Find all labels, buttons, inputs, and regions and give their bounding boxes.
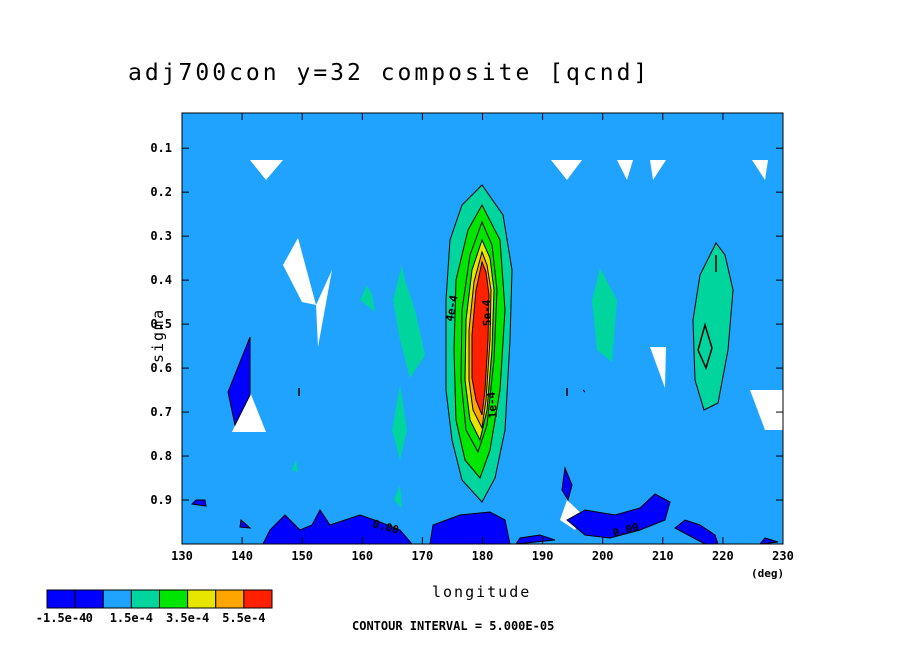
missing-region xyxy=(250,160,283,180)
y-tick-label: 0.8 xyxy=(150,449,172,463)
y-tick-label: 0.5 xyxy=(150,317,172,331)
y-tick-label: 0.3 xyxy=(150,229,172,243)
colorbar-swatch xyxy=(46,589,76,609)
contour-patch xyxy=(393,265,425,378)
contour-line xyxy=(697,322,713,371)
contour-patch xyxy=(759,537,779,544)
contour-label: 5e-4 xyxy=(480,299,494,326)
colorbar-label: 0 xyxy=(86,611,93,625)
y-tick-label: 0.4 xyxy=(150,273,172,287)
missing-region xyxy=(283,238,316,305)
missing-region xyxy=(617,160,633,180)
contour-interval-label: CONTOUR INTERVAL = 5.000E-05 xyxy=(352,619,554,633)
contour-label: 1e-4 xyxy=(485,391,500,419)
contour-patch xyxy=(394,485,402,508)
x-tick-label: 210 xyxy=(652,549,674,563)
colorbar-label: 1.5e-4 xyxy=(110,611,153,625)
contour-line xyxy=(460,220,498,454)
contour-patch xyxy=(692,242,734,411)
missing-region xyxy=(750,390,783,430)
contour-patch xyxy=(190,499,207,507)
x-tick-label: 170 xyxy=(412,549,434,563)
y-tick-label: 0.9 xyxy=(150,493,172,507)
y-axis-title: sigma xyxy=(149,308,167,363)
contour-patch xyxy=(262,509,413,544)
x-tick-label: 220 xyxy=(712,549,734,563)
x-tick-label: 200 xyxy=(592,549,614,563)
contour-patch xyxy=(592,268,617,362)
colorbar-label: -1.5e-4 xyxy=(36,611,87,625)
missing-region xyxy=(232,392,266,432)
contour-line xyxy=(582,389,586,393)
x-axis-title: longitude xyxy=(432,583,531,601)
contour-patch xyxy=(392,385,407,460)
contour-label: 4e-4 xyxy=(443,294,460,323)
missing-region xyxy=(551,160,582,180)
colorbar-swatch xyxy=(130,589,160,609)
x-tick-label: 180 xyxy=(472,549,494,563)
missing-region xyxy=(752,160,768,180)
x-tick-label: 160 xyxy=(351,549,373,563)
y-tick-label: 0.6 xyxy=(150,361,172,375)
contour-patch xyxy=(239,519,252,529)
x-tick-label: 130 xyxy=(171,549,193,563)
colorbar-swatch xyxy=(74,589,104,609)
y-axis: 0.1 0.2 0.3 0.4 0.5 0.6 0.7 0.8 0.9 xyxy=(150,141,783,507)
contour-patch xyxy=(674,519,719,544)
y-tick-label: 0.1 xyxy=(150,141,172,155)
colorbar-swatch xyxy=(159,589,189,609)
contour-patch xyxy=(292,460,298,472)
contour-patch xyxy=(429,511,511,544)
colorbar-labels: -1.5e-4 0 1.5e-4 3.5e-4 5.5e-4 xyxy=(36,611,266,625)
contour-patch xyxy=(227,336,251,427)
colorbar-swatch xyxy=(102,589,132,609)
x-tick-label: 140 xyxy=(231,549,253,563)
chart-title: adj700con y=32 composite [qcnd] xyxy=(128,60,651,86)
x-tick-label: 190 xyxy=(532,549,554,563)
contour-patch xyxy=(471,260,490,416)
colorbar-label: 5.5e-4 xyxy=(222,611,265,625)
y-tick-label: 0.7 xyxy=(150,405,172,419)
colorbar-swatch xyxy=(243,589,273,609)
x-tick-label: 150 xyxy=(291,549,313,563)
x-axis: 130 140 150 160 170 180 190 200 210 220 230 xyxy=(171,113,794,563)
contour-patch xyxy=(515,534,556,544)
colorbar xyxy=(46,589,273,609)
colorbar-swatch xyxy=(187,589,217,609)
contour-patch xyxy=(561,466,573,502)
y-tick-label: 0.2 xyxy=(150,185,172,199)
colorbar-swatch xyxy=(215,589,245,609)
missing-region xyxy=(650,160,666,180)
contour-patch xyxy=(360,285,375,312)
x-axis-unit: (deg) xyxy=(751,567,784,580)
colorbar-label: 3.5e-4 xyxy=(166,611,209,625)
contour-fields xyxy=(190,160,783,544)
missing-region xyxy=(650,347,666,388)
x-tick-label: 230 xyxy=(772,549,794,563)
contour-patch xyxy=(566,493,671,539)
missing-region xyxy=(316,270,332,347)
